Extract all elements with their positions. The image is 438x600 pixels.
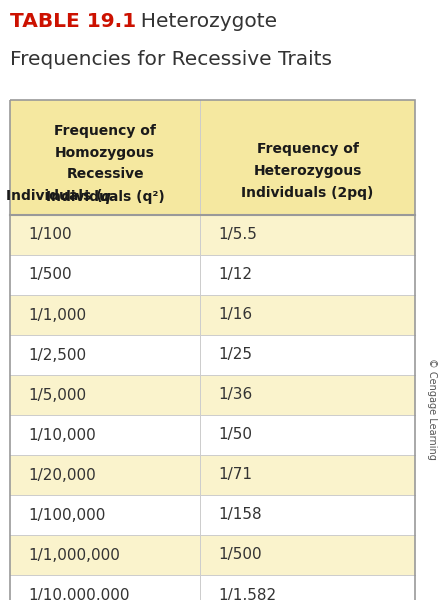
Text: 1/2,500: 1/2,500 [28, 347, 86, 362]
Text: 1/71: 1/71 [218, 467, 252, 482]
Text: 1/100: 1/100 [28, 227, 71, 242]
Text: 1/20,000: 1/20,000 [28, 467, 95, 482]
Text: Heterozygote: Heterozygote [128, 12, 276, 31]
Bar [10, 535, 414, 575]
Bar [10, 100, 414, 600]
Bar [10, 375, 414, 415]
Text: 1/500: 1/500 [28, 268, 71, 283]
Text: Homozygous: Homozygous [55, 145, 155, 160]
Text: 1/50: 1/50 [218, 427, 252, 443]
Text: 1/10,000,000: 1/10,000,000 [28, 587, 129, 600]
Text: © Cengage Learning: © Cengage Learning [426, 358, 436, 460]
Text: 1/36: 1/36 [218, 388, 252, 403]
Text: 1/1,582: 1/1,582 [218, 587, 276, 600]
Text: 1/5.5: 1/5.5 [218, 227, 257, 242]
Bar [10, 335, 414, 375]
Text: 1/500: 1/500 [218, 547, 261, 563]
Bar [10, 415, 414, 455]
Bar [10, 575, 414, 600]
Bar [10, 255, 414, 295]
Text: 1/5,000: 1/5,000 [28, 388, 86, 403]
Text: 1/10,000: 1/10,000 [28, 427, 95, 443]
Bar [10, 455, 414, 495]
Bar [10, 100, 414, 215]
Text: Frequencies for Recessive Traits: Frequencies for Recessive Traits [10, 50, 331, 69]
Text: Individuals (: Individuals ( [6, 190, 105, 203]
Text: 1/100,000: 1/100,000 [28, 508, 105, 523]
Text: Individuals (q²): Individuals (q²) [46, 190, 164, 203]
Text: 1/158: 1/158 [218, 508, 261, 523]
Text: q: q [100, 190, 110, 203]
Text: Heterozygous: Heterozygous [253, 164, 361, 179]
Bar [10, 495, 414, 535]
Text: TABLE 19.1: TABLE 19.1 [10, 12, 136, 31]
Text: Recessive: Recessive [66, 167, 144, 181]
Bar [10, 295, 414, 335]
Bar [10, 215, 414, 255]
Text: 1/1,000: 1/1,000 [28, 307, 86, 323]
Text: Frequency of: Frequency of [256, 142, 358, 157]
Text: Frequency of: Frequency of [54, 124, 156, 137]
Text: Individuals (2pq): Individuals (2pq) [241, 187, 373, 200]
Text: 1/12: 1/12 [218, 268, 252, 283]
Text: 1/25: 1/25 [218, 347, 252, 362]
Text: 1/1,000,000: 1/1,000,000 [28, 547, 120, 563]
Text: 1/16: 1/16 [218, 307, 252, 323]
